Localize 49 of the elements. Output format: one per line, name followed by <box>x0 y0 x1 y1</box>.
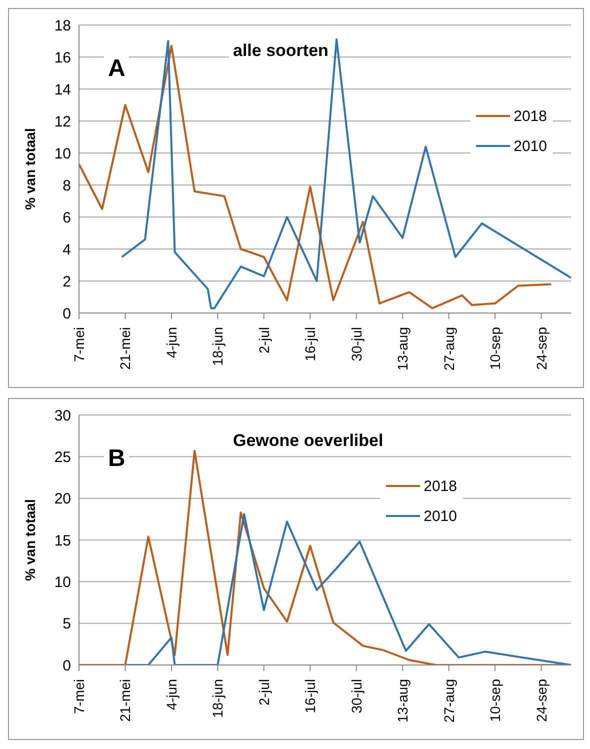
text: Gewone oeverlibel <box>229 431 388 451</box>
x-tick-label: 4-jun <box>163 679 180 710</box>
annotation: A <box>104 55 130 83</box>
annotation: B <box>104 445 130 473</box>
x-tick-label: 21-mei <box>117 327 134 370</box>
x-tick-label: 7-mei <box>71 679 87 714</box>
legend-label: 2010 <box>424 508 457 524</box>
x-tick-label: 7-mei <box>71 327 87 362</box>
x-tick-label: 10-sep <box>487 678 504 722</box>
y-tick-label: 20 <box>54 490 71 508</box>
y-axis-title: % van totaal <box>22 128 38 210</box>
y-tick-label: 12 <box>54 113 71 130</box>
y-tick-label: 10 <box>54 574 71 591</box>
x-tick-label: 30-jul <box>348 327 364 362</box>
x-tick-label: 2-jul <box>256 679 272 706</box>
y-tick-label: 10 <box>54 145 71 162</box>
y-tick-label: 0 <box>62 305 71 322</box>
x-tick-label: 27-aug <box>440 679 457 723</box>
x-tick-label: 2-jul <box>256 327 272 354</box>
x-tick-label: 18-jun <box>210 327 226 366</box>
y-tick-label: 15 <box>54 532 71 550</box>
y-tick-label: 18 <box>54 17 71 34</box>
x-tick-label: 16-jul <box>302 327 318 362</box>
x-tick-label: 4-jun <box>163 327 180 358</box>
y-tick-label: 14 <box>54 81 71 98</box>
y-tick-label: 5 <box>62 616 71 633</box>
y-tick-label: 16 <box>54 49 71 66</box>
y-tick-label: 8 <box>62 177 71 194</box>
x-tick-label: 10-sep <box>487 326 504 370</box>
text: alle soorten <box>229 41 332 61</box>
y-tick-label: 2 <box>62 273 71 290</box>
y-tick-label: 4 <box>62 241 71 258</box>
legend-label: 2010 <box>514 138 547 154</box>
y-tick-label: 25 <box>54 448 71 466</box>
y-tick-label: 6 <box>62 209 71 226</box>
x-tick-label: 24-sep <box>533 678 550 722</box>
x-tick-label: 21-mei <box>117 679 134 722</box>
legend-label: 2018 <box>424 478 457 494</box>
x-tick-label: 13-aug <box>394 327 411 371</box>
x-tick-label: 24-sep <box>533 326 550 370</box>
y-axis-title: % van totaal <box>22 499 38 581</box>
x-tick-label: 27-aug <box>440 327 457 371</box>
legend-label: 2018 <box>514 108 547 124</box>
x-tick-label: 30-jul <box>348 679 364 714</box>
y-tick-label: 30 <box>54 407 71 424</box>
y-tick-label: 0 <box>62 657 71 674</box>
x-tick-label: 13-aug <box>394 679 411 723</box>
x-tick-label: 16-jul <box>302 679 318 714</box>
x-tick-label: 18-jun <box>210 679 226 718</box>
